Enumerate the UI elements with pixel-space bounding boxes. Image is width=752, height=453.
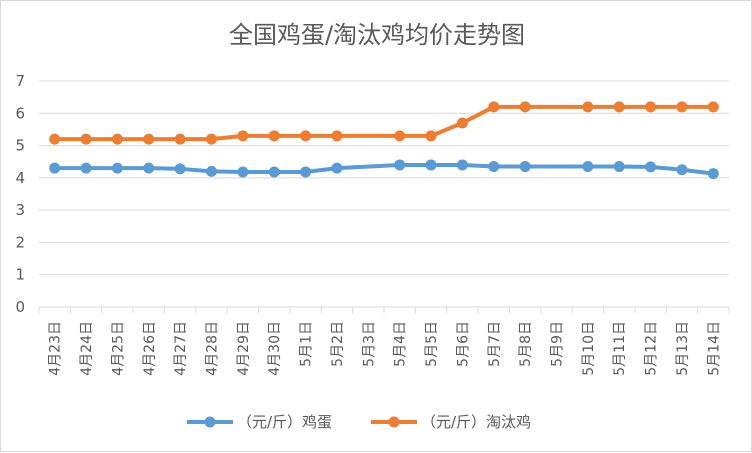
data-point xyxy=(707,101,719,113)
legend-swatch-marker xyxy=(204,416,216,428)
data-point xyxy=(143,133,155,145)
data-point xyxy=(425,130,437,142)
data-point xyxy=(394,159,406,171)
x-tick-label: 5月8日 xyxy=(518,321,534,367)
x-tick-label: 5月11日 xyxy=(612,321,628,376)
data-point xyxy=(111,162,123,174)
x-tick-label: 4月26日 xyxy=(142,321,158,376)
y-tick-label: 6 xyxy=(15,104,25,122)
x-tick-label: 4月30日 xyxy=(267,321,283,376)
x-tick-label: 5月6日 xyxy=(455,321,471,367)
data-point xyxy=(174,133,186,145)
x-tick-label: 5月14日 xyxy=(706,321,722,376)
y-tick-label: 1 xyxy=(15,266,25,284)
data-point xyxy=(206,133,217,145)
series-layer xyxy=(49,101,719,180)
legend-label: （元/斤）鸡蛋 xyxy=(237,413,332,431)
y-tick-label: 4 xyxy=(15,169,25,187)
data-point xyxy=(707,168,719,180)
x-tick-label: 4月23日 xyxy=(48,321,64,376)
series-1 xyxy=(49,159,719,180)
data-point xyxy=(49,162,61,174)
x-tick-label: 5月13日 xyxy=(675,321,691,376)
y-axis-ticks: 0 1 2 3 4 5 6 7 xyxy=(15,72,25,316)
series-2 xyxy=(49,101,719,145)
legend-label: （元/斤）淘汰鸡 xyxy=(421,413,531,431)
data-point xyxy=(206,165,217,177)
data-point xyxy=(331,130,343,142)
data-point xyxy=(582,161,594,173)
x-axis-ticks: 4月23日 4月24日 4月25日 4月26日 4月27日 4月28日 4月29日 4月30日… xyxy=(38,307,730,376)
data-point xyxy=(80,162,92,174)
x-tick-label: 4月28日 xyxy=(205,321,221,376)
data-point xyxy=(613,161,625,173)
y-tick-label: 0 xyxy=(15,298,25,316)
data-point xyxy=(143,162,155,174)
data-point xyxy=(676,164,688,176)
y-tick-label: 7 xyxy=(15,72,25,90)
data-point xyxy=(237,130,249,142)
data-point xyxy=(645,101,657,113)
data-point xyxy=(488,161,500,173)
gridlines xyxy=(39,80,729,308)
data-point xyxy=(488,101,500,113)
legend-swatch-marker xyxy=(388,416,400,428)
data-point xyxy=(456,117,468,129)
data-point xyxy=(300,130,312,142)
x-tick-label: 5月12日 xyxy=(644,321,660,376)
x-tick-label: 5月10日 xyxy=(581,321,597,376)
data-point xyxy=(174,163,186,175)
series-line xyxy=(54,104,714,142)
x-tick-label: 5月4日 xyxy=(393,321,409,367)
y-tick-label: 3 xyxy=(15,201,25,219)
data-point xyxy=(237,166,249,178)
data-point xyxy=(394,130,406,142)
x-tick-label: 5月7日 xyxy=(487,321,503,367)
x-tick-label: 5月9日 xyxy=(550,321,566,367)
data-point xyxy=(80,133,92,145)
y-tick-label: 5 xyxy=(15,137,25,155)
y-tick-label: 2 xyxy=(15,233,25,251)
data-point xyxy=(645,161,657,173)
x-tick-label: 5月2日 xyxy=(330,321,346,367)
legend: （元/斤）鸡蛋 （元/斤）淘汰鸡 xyxy=(187,413,531,431)
x-tick-label: 4月24日 xyxy=(79,321,95,376)
data-point xyxy=(300,166,312,178)
x-tick-label: 4月29日 xyxy=(236,321,252,376)
x-tick-label: 4月27日 xyxy=(173,321,189,376)
x-tick-label: 4月25日 xyxy=(110,321,126,376)
data-point xyxy=(331,162,343,174)
data-point xyxy=(49,133,61,145)
data-point xyxy=(425,159,437,171)
data-point xyxy=(676,101,688,113)
data-point xyxy=(519,161,531,173)
chart-title: 全国鸡蛋/淘汰鸡均价走势图 xyxy=(229,21,525,49)
x-tick-label: 5月1日 xyxy=(299,321,315,367)
legend-item: （元/斤）淘汰鸡 xyxy=(371,413,531,431)
data-point xyxy=(268,130,280,142)
legend-item: （元/斤）鸡蛋 xyxy=(187,413,332,431)
data-point xyxy=(613,101,625,113)
x-tick-label: 5月3日 xyxy=(361,321,377,367)
data-point xyxy=(582,101,594,113)
data-point xyxy=(519,101,531,113)
data-point xyxy=(268,166,280,178)
data-point xyxy=(111,133,123,145)
x-tick-label: 5月5日 xyxy=(424,321,440,367)
data-point xyxy=(456,159,468,171)
